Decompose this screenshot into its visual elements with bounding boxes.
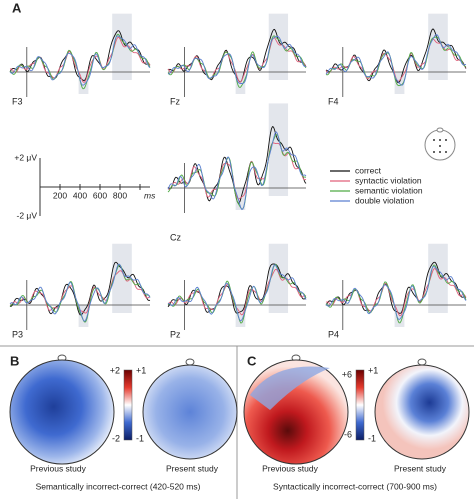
scale-unit: ms bbox=[144, 190, 156, 200]
waveform bbox=[325, 266, 467, 321]
time-window bbox=[428, 243, 448, 313]
waveform bbox=[325, 268, 467, 317]
time-window bbox=[428, 13, 448, 81]
scale-label: +1 bbox=[136, 365, 146, 375]
scale-tick: 400 bbox=[73, 190, 87, 200]
scale-plus: +2 μV bbox=[14, 152, 37, 162]
waveform bbox=[167, 264, 307, 322]
scale-label: +6 bbox=[342, 369, 352, 379]
legend-label: double violation bbox=[355, 195, 414, 205]
panel-title: Semantically incorrect-correct (420-520 … bbox=[36, 481, 201, 491]
scale-label: -1 bbox=[136, 433, 144, 443]
scale-bar bbox=[39, 158, 150, 216]
waveform bbox=[167, 268, 307, 316]
panel-label: A bbox=[12, 0, 22, 15]
channel-label: Fz bbox=[170, 96, 180, 106]
waveform bbox=[9, 264, 151, 323]
topomap bbox=[9, 359, 115, 465]
panel-label: B bbox=[10, 353, 19, 368]
time-window bbox=[78, 305, 89, 327]
scale-label: +2 bbox=[110, 365, 120, 375]
waveform bbox=[325, 34, 467, 86]
colorbar bbox=[123, 369, 133, 441]
time-window bbox=[268, 13, 289, 81]
legend-label: correct bbox=[355, 165, 382, 175]
scale-label: +1 bbox=[368, 365, 378, 375]
time-window bbox=[235, 305, 246, 327]
scale-label: -6 bbox=[344, 429, 352, 439]
nose bbox=[417, 358, 427, 366]
waveform bbox=[167, 131, 307, 211]
scale-tick: 200 bbox=[53, 190, 67, 200]
legend-label: syntactic violation bbox=[355, 175, 422, 185]
waveform bbox=[9, 35, 151, 86]
channel-label: F4 bbox=[328, 96, 339, 106]
channel-label: F3 bbox=[12, 96, 23, 106]
waveform bbox=[167, 134, 307, 210]
time-window bbox=[78, 72, 89, 94]
channel-label: P4 bbox=[328, 329, 339, 339]
caption: Present study bbox=[394, 463, 447, 473]
topomap bbox=[374, 364, 470, 460]
waveform bbox=[167, 35, 307, 84]
time-window bbox=[268, 103, 289, 196]
caption: Present study bbox=[166, 463, 219, 473]
panel-title: Syntactically incorrect-correct (700-900… bbox=[273, 481, 437, 491]
colorbar bbox=[355, 369, 365, 441]
nose bbox=[185, 358, 195, 366]
time-window bbox=[268, 243, 289, 313]
legend-label: semantic violation bbox=[355, 185, 423, 195]
electrode-head bbox=[424, 127, 456, 161]
waveform bbox=[9, 263, 151, 322]
channel-label: Cz bbox=[170, 232, 181, 242]
scale-tick: 600 bbox=[93, 190, 107, 200]
scale-label: -2 bbox=[112, 433, 120, 443]
waveform bbox=[9, 36, 151, 84]
time-window bbox=[112, 13, 132, 81]
panel-label: C bbox=[247, 353, 257, 368]
scale-tick: 800 bbox=[113, 190, 127, 200]
time-window bbox=[112, 243, 132, 313]
waveforms: F3 Fz F4 Cz P3 Pz P4 bbox=[9, 13, 467, 339]
caption: Previous study bbox=[262, 463, 318, 473]
time-window bbox=[394, 305, 405, 327]
scale-label: -1 bbox=[368, 433, 376, 443]
topomap-region bbox=[250, 366, 330, 410]
channel-label: Pz bbox=[170, 329, 181, 339]
topomap bbox=[142, 364, 238, 460]
scale-minus: -2 μV bbox=[17, 210, 38, 220]
channel-label: P3 bbox=[12, 329, 23, 339]
caption: Previous study bbox=[30, 463, 86, 473]
